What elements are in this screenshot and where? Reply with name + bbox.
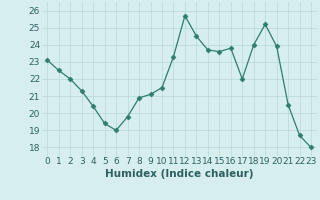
X-axis label: Humidex (Indice chaleur): Humidex (Indice chaleur) <box>105 169 253 179</box>
